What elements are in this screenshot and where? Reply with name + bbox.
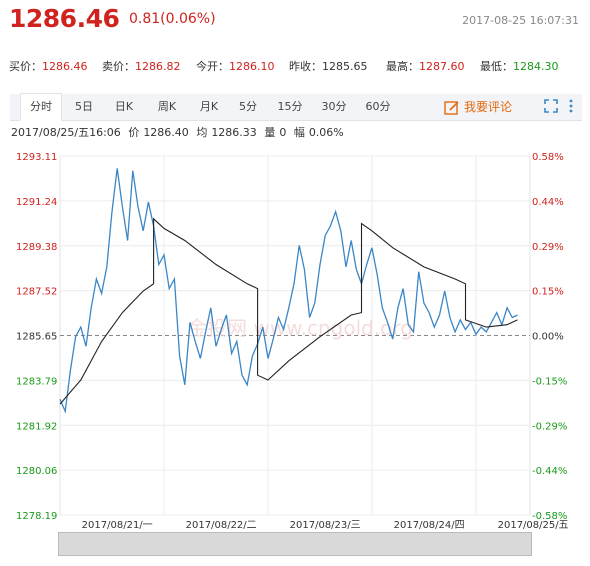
- y-tick-label-left: 1281.92: [16, 421, 57, 432]
- quote-header: 1286.46 0.81(0.06%) 2017-08-25 16:07:31: [0, 0, 590, 42]
- y-tick-label-right: 0.29%: [532, 242, 564, 253]
- fullscreen-icon[interactable]: [544, 99, 558, 113]
- y-tick-label-right: 0.44%: [532, 197, 564, 208]
- tab-60min[interactable]: 60分: [365, 100, 391, 113]
- y-tick-label-right: 0.15%: [532, 287, 564, 298]
- info-volume: 0: [279, 126, 287, 139]
- price-change: 0.81(0.06%): [129, 11, 216, 27]
- info-price: 1286.40: [143, 126, 189, 139]
- y-tick-label-left: 1278.19: [16, 511, 57, 522]
- update-timestamp: 2017-08-25 16:07:31: [462, 14, 579, 27]
- y-tick-label-right: -0.29%: [532, 421, 567, 432]
- period-tabs: 分时 5日 日K 周K 月K 5分 15分 30分 60分 我要评论: [10, 93, 582, 121]
- last-price: 1286.46: [9, 4, 120, 33]
- y-tick-label-left: 1287.52: [16, 287, 57, 298]
- info-avg-label: 均: [196, 126, 208, 139]
- y-tick-label-left: 1283.79: [16, 376, 57, 387]
- y-tick-label-right: -0.44%: [532, 466, 567, 477]
- price-line: [59, 168, 518, 414]
- tab-weekly-k[interactable]: 周K: [157, 100, 177, 113]
- watermark-text: 金投网 www.cngold.org: [187, 316, 413, 340]
- info-amplitude-label: 幅: [293, 126, 305, 139]
- comment-button[interactable]: 我要评论: [444, 94, 512, 120]
- info-price-label: 价: [128, 126, 140, 139]
- low-quote: 最低：1284.30: [480, 60, 559, 73]
- info-avg: 1286.33: [211, 126, 257, 139]
- info-amplitude: 0.06%: [308, 126, 344, 139]
- tab-monthly-k[interactable]: 月K: [199, 100, 219, 113]
- y-tick-label-left: 1291.24: [16, 197, 57, 208]
- high-quote: 最高：1287.60: [386, 60, 465, 73]
- y-tick-label-left: 1293.11: [16, 152, 57, 163]
- tab-5day[interactable]: 5日: [75, 100, 93, 113]
- open-quote: 今开：1286.10: [196, 60, 275, 73]
- x-tick-label: 2017/08/23/三: [290, 520, 361, 531]
- bid-quote: 买价：1286.46: [9, 60, 88, 73]
- tab-daily-k[interactable]: 日K: [114, 100, 134, 113]
- y-tick-label-right: -0.58%: [532, 511, 567, 522]
- tab-15min[interactable]: 15分: [277, 100, 303, 113]
- average-line: [59, 217, 518, 405]
- quote-strip: 买价：1286.46 卖价：1286.82 今开：1286.10 昨收：1285…: [0, 54, 590, 76]
- y-tick-label-left: 1285.65: [16, 332, 57, 343]
- tab-5min[interactable]: 5分: [239, 100, 257, 113]
- tab-30min[interactable]: 30分: [321, 100, 347, 113]
- y-tick-label-right: 0.00%: [532, 332, 564, 343]
- edit-icon: [444, 100, 459, 115]
- info-datetime: 2017/08/25/五16:06: [11, 126, 121, 139]
- x-tick-label: 2017/08/22/二: [186, 520, 257, 531]
- y-tick-label-left: 1289.38: [16, 242, 57, 253]
- y-tick-label-right: 0.58%: [532, 152, 564, 163]
- y-tick-label-right: -0.15%: [532, 376, 567, 387]
- ask-quote: 卖价：1286.82: [102, 60, 181, 73]
- x-tick-label: 2017/08/21/一: [82, 520, 153, 531]
- range-navigator[interactable]: [58, 532, 532, 556]
- x-tick-label: 2017/08/24/四: [394, 520, 465, 531]
- intraday-chart[interactable]: 1293.11 0.58% 1291.24 0.44% 1289.38 0.29% 1287…: [0, 140, 590, 560]
- tab-minute[interactable]: 分时: [20, 93, 62, 121]
- more-icon[interactable]: [567, 98, 575, 114]
- info-volume-label: 量: [264, 126, 276, 139]
- comment-label: 我要评论: [464, 100, 513, 114]
- y-tick-label-left: 1280.06: [16, 466, 57, 477]
- x-tick-label: 2017/08/25/五: [498, 520, 569, 531]
- prev-close-quote: 昨收：1285.65: [289, 60, 368, 73]
